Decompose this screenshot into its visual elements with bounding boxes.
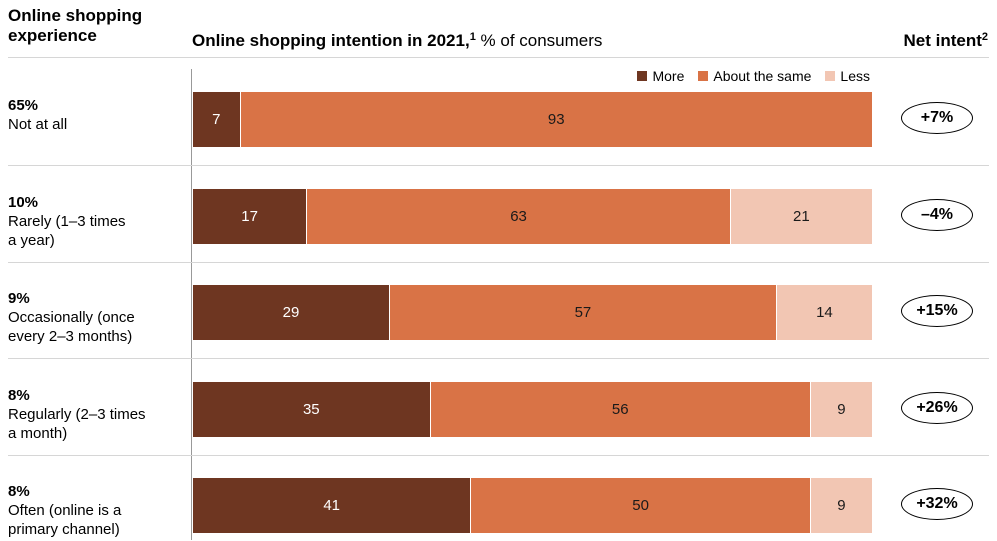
legend-swatch-same bbox=[698, 71, 709, 81]
bar-segment-same: 93 bbox=[240, 92, 872, 147]
stacked-bar: 7 93 bbox=[193, 92, 872, 147]
legend-item-less: Less bbox=[825, 68, 870, 84]
legend-item-more: More bbox=[637, 68, 684, 84]
bar-segment-less: 14 bbox=[776, 285, 872, 340]
legend-item-same: About the same bbox=[698, 68, 811, 84]
net-intent-title: Net intent2 bbox=[903, 27, 988, 51]
bar-segment-more: 17 bbox=[193, 188, 308, 244]
net-intent-badge: +26% bbox=[901, 391, 973, 424]
bar-segment-same: 50 bbox=[471, 478, 811, 533]
row-category: Not at all bbox=[8, 116, 68, 133]
row-axis-title: Online shopping experience bbox=[8, 6, 142, 46]
net-intent-footnote: 2 bbox=[981, 31, 988, 43]
legend-label-less: Less bbox=[840, 68, 870, 84]
bar-segment-less: 9 bbox=[810, 381, 872, 437]
row-divider bbox=[8, 261, 989, 263]
row-divider bbox=[8, 454, 989, 456]
stacked-bar: 41 50 9 bbox=[193, 478, 872, 533]
bar-segment-same: 56 bbox=[430, 381, 811, 437]
legend-swatch-more bbox=[637, 71, 648, 81]
row-category: Occasionally (once every 2–3 months) bbox=[8, 309, 135, 345]
baseline-axis bbox=[191, 69, 192, 540]
row-share: 10% bbox=[8, 193, 39, 211]
net-intent-badge: +32% bbox=[901, 488, 973, 520]
row-category: Regularly (2–3 times a month) bbox=[8, 405, 146, 442]
row-label: 8% Regularly (2–3 times a month) bbox=[8, 386, 183, 443]
row-label: 10% Rarely (1–3 times a year) bbox=[8, 193, 183, 250]
stacked-bar: 35 56 9 bbox=[193, 381, 872, 437]
bar-segment-less: 9 bbox=[810, 478, 872, 533]
row-share: 9% bbox=[8, 290, 30, 307]
chart-title-footnote: 1 bbox=[469, 31, 476, 43]
bar-segment-more: 41 bbox=[193, 478, 472, 533]
row-axis-title-line1: Online shopping bbox=[8, 6, 143, 25]
row-share: 8% bbox=[8, 483, 30, 500]
legend: More About the same Less bbox=[637, 68, 870, 84]
stacked-bar: 17 63 21 bbox=[193, 188, 872, 244]
chart-title: Online shopping intention in 2021,1 % of… bbox=[192, 27, 602, 51]
row-label: 65% Not at all bbox=[8, 96, 183, 134]
net-intent-badge: +7% bbox=[901, 102, 973, 134]
row-divider bbox=[8, 358, 989, 359]
legend-label-more: More bbox=[652, 68, 685, 84]
net-intent-title-text: Net intent bbox=[903, 31, 982, 50]
net-intent-badge: –4% bbox=[901, 198, 973, 231]
row-share: 8% bbox=[8, 386, 30, 404]
stacked-bar: 29 57 14 bbox=[193, 285, 872, 340]
bar-segment-same: 57 bbox=[389, 285, 777, 340]
row-category: Rarely (1–3 times a year) bbox=[8, 212, 126, 249]
row-axis-title-line2: experience bbox=[8, 26, 97, 45]
row-category: Often (online is a primary channel) bbox=[8, 502, 122, 538]
chart-title-bold: Online shopping intention in 2021, bbox=[192, 31, 470, 50]
bar-segment-more: 35 bbox=[193, 381, 431, 437]
bar-segment-more: 29 bbox=[193, 285, 390, 340]
row-label: 9% Occasionally (once every 2–3 months) bbox=[8, 289, 183, 346]
row-share: 65% bbox=[8, 97, 39, 114]
row-label: 8% Often (online is a primary channel) bbox=[8, 482, 183, 539]
legend-label-same: About the same bbox=[713, 68, 812, 84]
header-divider bbox=[8, 57, 989, 58]
row-divider bbox=[8, 165, 989, 166]
bar-segment-less: 21 bbox=[730, 188, 872, 244]
chart-title-unit: % of consumers bbox=[475, 31, 603, 50]
bar-segment-more: 7 bbox=[193, 92, 241, 147]
legend-swatch-less bbox=[825, 71, 836, 81]
net-intent-badge: +15% bbox=[901, 295, 973, 327]
bar-segment-same: 63 bbox=[307, 188, 731, 244]
